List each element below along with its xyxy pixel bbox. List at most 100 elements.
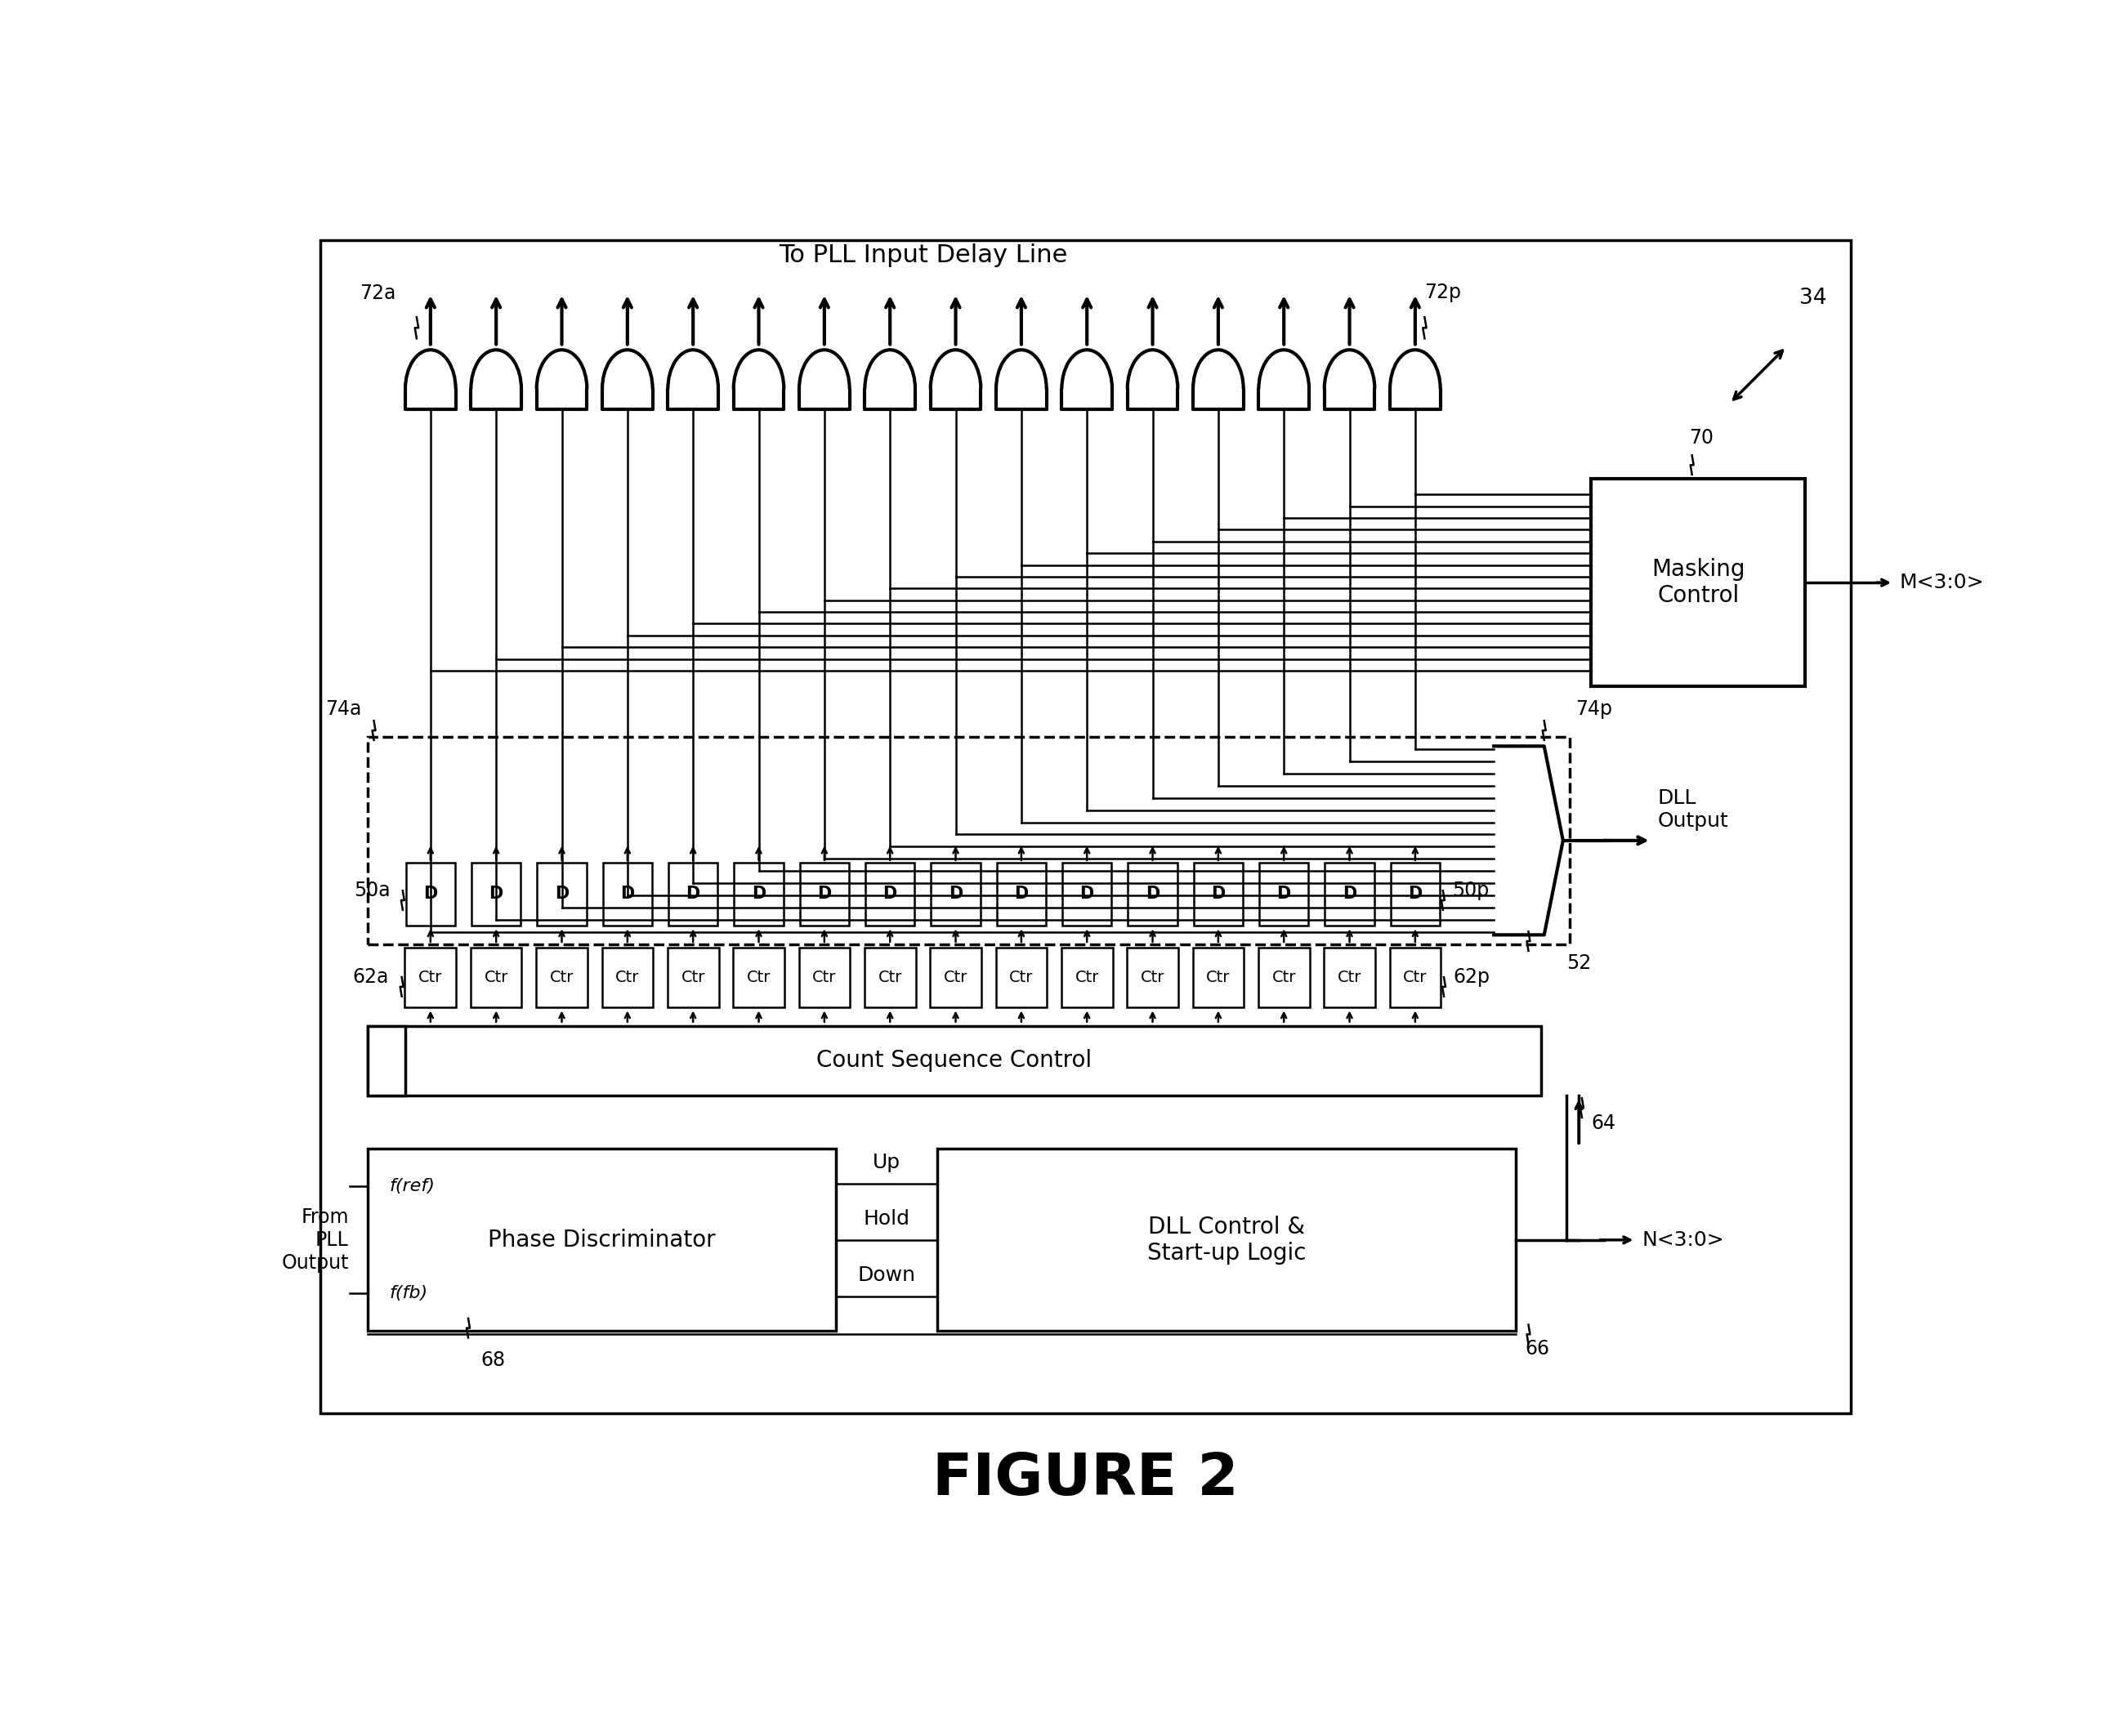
Text: 72p: 72p [1425,283,1461,302]
Bar [1063,863,1112,925]
Bar [472,863,521,925]
Text: Ctr: Ctr [1207,970,1231,984]
Text: Ctr: Ctr [1339,970,1362,984]
Text: 74a: 74a [324,700,362,719]
Text: Down: Down [858,1266,915,1285]
Bar [602,948,652,1007]
Bar [1591,479,1805,686]
Bar [866,863,915,925]
Bar [369,736,1569,944]
Bar [536,948,587,1007]
Bar [369,1026,405,1095]
Text: 66: 66 [1525,1338,1550,1359]
Bar [1260,863,1309,925]
Text: DLL Control &
Start-up Logic: DLL Control & Start-up Logic [1148,1215,1307,1264]
Text: 50p: 50p [1453,882,1489,901]
Text: D: D [489,885,504,903]
Text: 74p: 74p [1576,700,1612,719]
Text: N<3:0>: N<3:0> [1641,1231,1724,1250]
Text: D: D [555,885,570,903]
Text: D: D [883,885,898,903]
Text: Hold: Hold [864,1208,911,1229]
Bar [995,948,1046,1007]
Text: D: D [818,885,832,903]
Bar [538,863,587,925]
Bar [1195,863,1243,925]
Text: D: D [1015,885,1029,903]
Text: Ctr: Ctr [682,970,705,984]
Text: Ctr: Ctr [813,970,837,984]
Text: D: D [752,885,767,903]
Text: 62p: 62p [1453,967,1491,988]
Bar [667,948,718,1007]
Text: FIGURE 2: FIGURE 2 [932,1451,1239,1507]
Text: 64: 64 [1591,1115,1616,1134]
Text: Ctr: Ctr [1273,970,1296,984]
Text: 52: 52 [1565,953,1591,974]
Text: D: D [424,885,438,903]
Bar [1326,863,1375,925]
Bar [669,863,718,925]
Text: Ctr: Ctr [1076,970,1099,984]
Bar [407,863,455,925]
Bar [932,863,981,925]
Text: 72a: 72a [360,283,396,302]
Text: D: D [686,885,701,903]
Text: Up: Up [873,1153,900,1172]
Text: f(ref): f(ref) [390,1179,434,1194]
Text: D: D [621,885,635,903]
Text: Ctr: Ctr [616,970,640,984]
Text: Ctr: Ctr [748,970,771,984]
Bar [604,863,652,925]
Text: D: D [1408,885,1421,903]
Text: Ctr: Ctr [1010,970,1034,984]
Text: Ctr: Ctr [485,970,508,984]
Text: 34: 34 [1798,288,1826,309]
Text: f(fb): f(fb) [390,1285,428,1302]
Text: 62a: 62a [354,967,390,988]
Text: D: D [1211,885,1226,903]
Bar [1192,948,1243,1007]
Text: Ctr: Ctr [551,970,574,984]
Text: D: D [1277,885,1292,903]
Text: From
PLL
Output: From PLL Output [282,1208,349,1272]
Bar [1129,863,1178,925]
Text: 68: 68 [481,1351,506,1370]
Bar [864,948,915,1007]
Text: Ctr: Ctr [1142,970,1165,984]
Text: Ctr: Ctr [419,970,443,984]
Bar [1392,863,1440,925]
Text: D: D [949,885,964,903]
Bar [1061,948,1112,1007]
Bar [801,863,849,925]
Text: Ctr: Ctr [1402,970,1428,984]
Text: Ctr: Ctr [945,970,968,984]
Bar [1127,948,1178,1007]
Text: M<3:0>: M<3:0> [1900,573,1985,592]
Bar [1324,948,1375,1007]
Text: 70: 70 [1690,429,1713,448]
Bar [733,948,784,1007]
Text: 50a: 50a [354,882,390,901]
Bar [930,948,981,1007]
Text: Count Sequence Control: Count Sequence Control [818,1049,1093,1073]
Bar [405,948,455,1007]
Bar [1389,948,1440,1007]
Text: Masking
Control: Masking Control [1652,557,1745,608]
Text: To PLL Input Delay Line: To PLL Input Delay Line [779,243,1067,267]
Text: DLL
Output: DLL Output [1658,788,1728,832]
Bar [1258,948,1309,1007]
Bar [798,948,849,1007]
Bar [936,1149,1516,1332]
Bar [735,863,784,925]
Text: D: D [1343,885,1356,903]
Text: D: D [1146,885,1161,903]
Text: D: D [1080,885,1095,903]
Bar [369,1149,837,1332]
Bar [369,1026,1542,1095]
Bar [470,948,521,1007]
Text: Phase Discriminator: Phase Discriminator [487,1229,716,1252]
Bar [998,863,1046,925]
Text: Ctr: Ctr [879,970,902,984]
Bar [320,240,1851,1413]
